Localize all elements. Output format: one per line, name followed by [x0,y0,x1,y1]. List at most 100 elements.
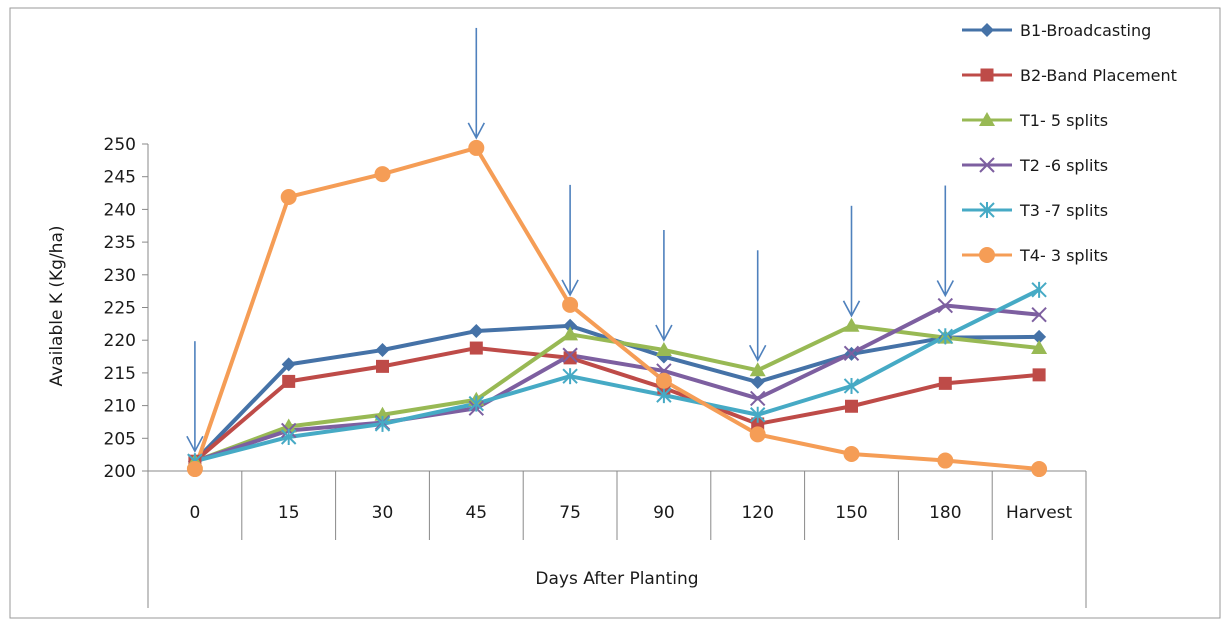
data-point [563,318,578,333]
legend-entry: T1- 5 splits [962,111,1108,130]
triangle-marker [655,342,672,357]
legend-label: T4- 3 splits [1019,246,1108,265]
series-lines [192,145,1042,472]
x-tick-label: 180 [929,503,961,523]
square-marker [376,359,389,373]
y-tick-label: 225 [104,299,136,319]
data-point [562,347,578,363]
circle-marker [468,139,485,156]
legend-swatch-marker [979,112,995,126]
legend-swatch-marker [979,202,995,218]
annotation-arrow-head [655,324,673,342]
data-point [376,359,389,373]
triangle-marker [562,326,579,341]
circle-marker [1031,461,1048,478]
data-point [282,374,296,388]
data-point [937,297,954,314]
triangle-marker [749,362,766,377]
triangle-marker [843,317,860,332]
data-point [750,375,765,390]
legend: B1-Broadcasting B2-Band Placement T1- 5 sp… [962,21,1177,265]
y-tick-label: 220 [104,331,136,351]
x-tick-label: 90 [653,503,675,523]
x-tick-label: Harvest [1006,503,1073,523]
data-point [468,395,485,412]
diamond-marker [750,375,765,390]
data-point [656,387,672,404]
data-point [563,351,577,365]
x-marker-stroke [979,157,995,173]
legend-label: B2-Band Placement [1020,66,1177,85]
annotation-arrow-head [561,279,579,297]
diamond-marker [281,357,296,372]
x-marker-stroke [937,297,954,314]
series-line [192,287,1042,464]
square-marker [469,341,483,355]
y-tick-label: 235 [104,233,136,253]
diamond-marker [980,23,994,37]
data-point [1032,329,1047,344]
legend-entry: T4- 3 splits [962,246,1108,265]
data-point [749,362,766,377]
x-tick-label: 15 [278,503,300,523]
data-point [937,328,954,345]
annotation-arrow-head [186,435,204,453]
data-point [749,390,766,407]
x-tick-label: 75 [559,503,581,523]
data-point [937,452,954,469]
data-point [749,406,766,423]
data-point [375,343,390,358]
diamond-marker [469,324,484,339]
legend-label: T1- 5 splits [1019,111,1108,130]
circle-marker [843,445,860,462]
legend-swatch-marker [979,247,995,263]
y-axis-title: Available K (Kg/ha) [47,225,67,386]
data-point [469,324,484,339]
x-tick-label: 150 [835,503,867,523]
data-point [186,461,203,478]
annotation-arrows [186,27,955,453]
square-marker [282,374,296,388]
diamond-marker [375,343,390,358]
annotation-arrow [936,185,955,298]
y-tick-label: 245 [104,168,136,188]
circle-marker [655,372,672,389]
circle-marker [749,426,766,443]
series-markers [186,139,1048,478]
x-tick-label: 120 [741,503,773,523]
legend-entry: B1-Broadcasting [962,21,1151,40]
annotation-arrow [748,250,767,362]
diamond-marker [563,318,578,333]
data-point [843,445,860,462]
legend-swatch-marker [980,68,994,82]
annotation-arrow [842,205,861,318]
circle-marker [562,296,579,313]
data-point [1032,368,1046,382]
x-marker-stroke [843,345,860,361]
data-point [1031,306,1047,323]
data-point [938,376,952,390]
legend-entry: T2 -6 splits [962,156,1108,175]
data-point [374,166,391,183]
y-tick-label: 230 [104,266,136,286]
circle-marker [280,188,297,205]
x-marker-stroke [1031,306,1047,323]
axes: 200 205 210 215 220 225 230 235 240 245 250 0 15 30 45… [104,135,1087,608]
data-point [469,341,483,355]
data-point [1031,281,1047,298]
y-tick-label: 210 [104,397,136,417]
data-point [843,377,860,394]
annotation-arrow [655,230,673,342]
circle-marker [979,247,995,263]
triangle-marker [979,112,995,126]
x-tick-label: 30 [372,503,394,523]
annotation-arrow [186,341,204,453]
annotation-arrow-head [467,122,486,140]
y-tick-label: 205 [104,429,136,449]
legend-label: B1-Broadcasting [1020,21,1151,40]
square-marker [563,351,577,365]
series-line [192,346,1042,464]
x-axis-title: Days After Planting [535,569,698,589]
annotation-arrow [467,27,486,140]
